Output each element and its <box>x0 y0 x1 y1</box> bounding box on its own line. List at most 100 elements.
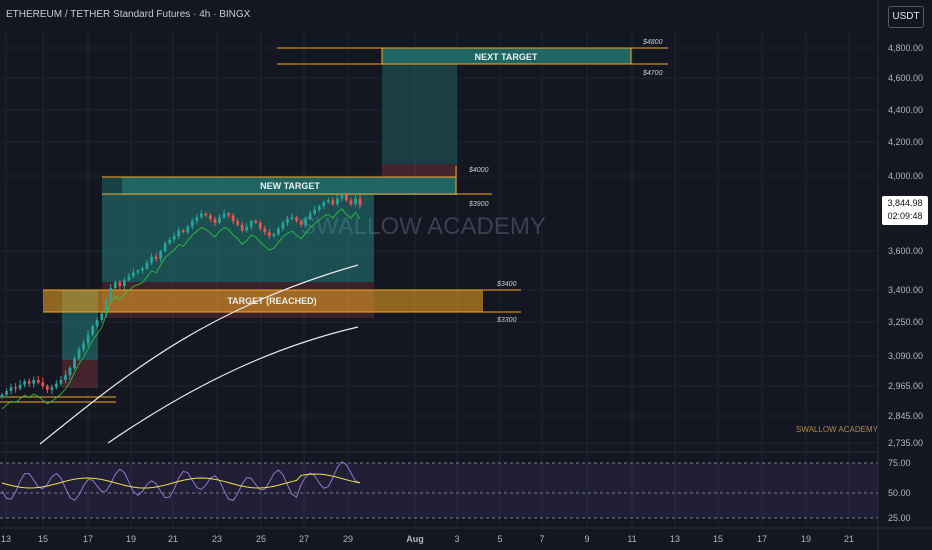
level-label: $4700 <box>642 70 663 77</box>
candle <box>213 219 217 223</box>
level-label: $4800 <box>642 39 663 46</box>
candle <box>218 217 221 223</box>
y-axis-tick-label: 2,735.00 <box>888 438 923 448</box>
y-axis-tick-label: 4,600.00 <box>888 73 923 83</box>
rsi-tick-label: 25.00 <box>888 513 911 523</box>
y-axis-tick-label: 4,800.00 <box>888 43 923 53</box>
candle <box>59 380 63 384</box>
candle <box>222 213 226 218</box>
candle <box>322 202 326 206</box>
new-target-left-zone <box>102 177 122 195</box>
x-axis-tick-label: 19 <box>801 534 811 544</box>
current-price-label: 3,844.98 02:09:48 <box>882 196 928 225</box>
candle <box>14 387 17 389</box>
y-axis-tick-label: 4,200.00 <box>888 137 923 147</box>
candle <box>335 198 339 205</box>
candle <box>82 343 85 350</box>
bar-countdown: 02:09:48 <box>887 211 923 221</box>
x-axis-tick-label: Aug <box>406 534 424 544</box>
y-axis-tick-label: 4,400.00 <box>888 105 923 115</box>
zone-label: TARGET (REACHED) <box>227 296 316 306</box>
center-watermark: SWALLOW ACADEMY <box>300 213 546 240</box>
candle <box>154 256 158 259</box>
candle <box>5 391 8 395</box>
corner-watermark: SWALLOW ACADEMY <box>796 425 878 434</box>
candle <box>41 382 45 386</box>
candle <box>245 226 249 231</box>
candle <box>150 256 153 263</box>
candle <box>249 221 253 227</box>
candle <box>77 349 81 359</box>
candle <box>91 326 94 335</box>
next-target-projection <box>382 64 457 164</box>
rsi-tick-label: 50.00 <box>888 488 911 498</box>
candle <box>172 236 176 240</box>
candle <box>227 213 230 216</box>
next-target-border <box>381 47 632 65</box>
candle <box>277 228 280 235</box>
candle <box>95 319 99 327</box>
candle <box>308 213 312 220</box>
x-axis-tick-label: 13 <box>1 534 11 544</box>
candle <box>340 194 344 199</box>
rsi-line <box>1 461 361 501</box>
level-label: $3900 <box>468 201 489 208</box>
candle <box>177 230 181 236</box>
y-axis-tick-label: 3,090.00 <box>888 351 923 361</box>
x-axis-tick-label: 17 <box>83 534 93 544</box>
candle <box>9 387 13 391</box>
moving-average-line <box>107 326 359 444</box>
x-axis-tick-label: 3 <box>454 534 459 544</box>
rsi-tick-label: 75.00 <box>888 458 911 468</box>
current-price: 3,844.98 <box>887 198 923 208</box>
candle <box>181 230 185 233</box>
candle <box>231 215 235 221</box>
candle <box>18 384 22 389</box>
next-target-stop <box>382 164 457 178</box>
level-label: $3300 <box>496 317 517 324</box>
candle <box>36 380 40 383</box>
x-axis-tick-label: 9 <box>584 534 589 544</box>
candle <box>349 200 353 205</box>
candle <box>50 387 54 390</box>
x-axis-tick-label: 15 <box>38 534 48 544</box>
candle <box>272 234 276 236</box>
candle <box>113 282 117 289</box>
candle <box>186 226 190 233</box>
level-label: $4000 <box>468 167 489 174</box>
x-axis-tick-label: 13 <box>670 534 680 544</box>
candle <box>104 300 108 314</box>
candle <box>286 219 289 223</box>
candle <box>236 221 240 225</box>
candle <box>190 221 194 227</box>
candle <box>263 228 267 233</box>
candle <box>209 215 212 220</box>
candle <box>118 282 122 287</box>
candle <box>200 213 203 218</box>
candle <box>195 217 199 221</box>
chart-title: ETHEREUM / TETHER Standard Futures · 4h … <box>6 9 251 20</box>
candle <box>331 200 335 205</box>
x-axis-tick-label: 25 <box>256 534 266 544</box>
candle <box>268 232 271 236</box>
candle <box>109 288 113 301</box>
zone-label: NEW TARGET <box>260 181 320 191</box>
reached-target-zone <box>43 290 483 312</box>
candle <box>163 243 167 251</box>
candle <box>354 198 357 205</box>
x-axis-tick-label: 5 <box>497 534 502 544</box>
first-trade-stop <box>62 360 98 388</box>
new-target-zone <box>122 177 456 195</box>
candle <box>145 262 149 269</box>
candle <box>45 386 49 390</box>
x-axis-tick-label: 17 <box>757 534 767 544</box>
x-axis-tick-label: 29 <box>343 534 353 544</box>
x-axis-tick-label: 27 <box>299 534 309 544</box>
candle <box>168 239 172 244</box>
x-axis-tick-label: 15 <box>713 534 723 544</box>
ema-line <box>1 208 361 410</box>
candle <box>317 206 321 210</box>
candle <box>258 222 262 229</box>
currency-button[interactable]: USDT <box>888 6 924 28</box>
